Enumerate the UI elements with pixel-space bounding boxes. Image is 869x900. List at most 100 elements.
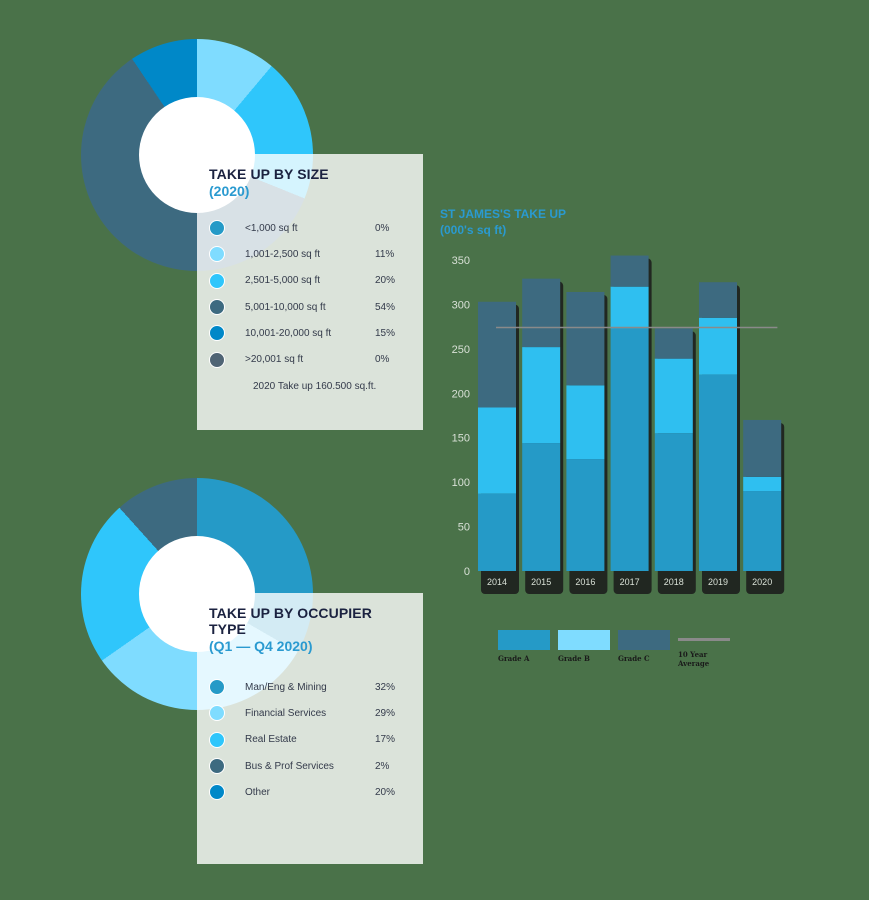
legend-dot-icon	[209, 705, 225, 722]
legend-swatch	[558, 630, 610, 650]
size-legend-list: <1,000 sq ft 0% 1,001-2,500 sq ft 11% 2,50…	[209, 215, 411, 373]
bar-segment-grade-c	[478, 301, 516, 408]
row-value: 0%	[375, 354, 390, 366]
bar-segment-grade-c	[743, 419, 782, 477]
x-tick-label: 2015	[531, 577, 551, 587]
legend-dot-icon	[209, 299, 225, 316]
legend-dot-icon	[209, 325, 225, 342]
row-value: 15%	[375, 327, 396, 339]
size-legend-row: 2,501-5,000 sq ft 20%	[209, 268, 411, 294]
bar-segment-grade-c	[610, 255, 649, 287]
bar-segment-grade-b	[654, 358, 693, 434]
legend-grade-c: Grade C	[618, 630, 678, 668]
chart-title-text: ST JAMES'S TAKE UP	[440, 207, 566, 221]
bar-segment-grade-c	[699, 282, 737, 318]
bar-segment-grade-a	[654, 433, 693, 571]
bar-segment-grade-a	[522, 443, 561, 571]
row-value: 2%	[375, 760, 390, 772]
legend-dot-icon	[209, 272, 225, 289]
y-tick-label: 350	[452, 255, 470, 267]
bar-segment-grade-b	[478, 407, 516, 494]
bar-chart-title: ST JAMES'S TAKE UP (000's sq ft)	[440, 206, 566, 238]
y-tick-label: 200	[452, 388, 470, 400]
bar-segment-grade-a	[566, 459, 605, 571]
legend-label: Grade A	[498, 654, 530, 663]
bar-segment-grade-b	[743, 476, 782, 492]
size-legend-row: 5,001-10,000 sq ft 54%	[209, 294, 411, 320]
occ-legend-row: Man/Eng & Mining 32%	[209, 674, 411, 700]
occ-legend-row: Financial Services 29%	[209, 700, 411, 726]
bar-segment-grade-c	[522, 278, 561, 348]
bar-segment-grade-b	[699, 317, 737, 375]
size-total-note: 2020 Take up 160.500 sq.ft.	[253, 380, 377, 392]
legend-line	[678, 638, 730, 641]
legend-dot-icon	[209, 758, 225, 775]
size-legend-row: 1,001-2,500 sq ft 11%	[209, 241, 411, 267]
row-label: Financial Services	[245, 707, 327, 719]
legend-dot-icon	[209, 246, 225, 263]
legend-10-year-average: 10 Year Average	[678, 630, 738, 668]
bar-segment-grade-b	[566, 385, 605, 460]
bar-segment-grade-a	[699, 374, 737, 571]
bar-segment-grade-c	[654, 328, 693, 359]
legend-label: Grade B	[558, 654, 590, 663]
size-legend-row: <1,000 sq ft 0%	[209, 215, 411, 241]
occ-legend-row: Bus & Prof Services 2%	[209, 753, 411, 779]
size-card-title: TAKE UP BY SIZE	[209, 166, 329, 182]
row-label: Other	[245, 786, 271, 798]
legend-dot-icon	[209, 731, 225, 748]
row-value: 20%	[375, 786, 396, 798]
y-tick-label: 250	[452, 344, 470, 356]
size-card-subtitle: (2020)	[209, 183, 250, 199]
row-label: Man/Eng & Mining	[245, 681, 327, 693]
y-tick-label: 100	[452, 477, 470, 489]
bar-segment-grade-a	[478, 493, 516, 571]
row-label: <1,000 sq ft	[245, 222, 298, 234]
row-label: 10,001-20,000 sq ft	[245, 327, 332, 339]
occ-card-title: TAKE UP BY OCCUPIER TYPE	[209, 605, 372, 637]
row-label: Bus & Prof Services	[245, 760, 334, 772]
x-tick-label: 2020	[752, 577, 772, 587]
row-value: 54%	[375, 301, 396, 313]
size-legend-row: 10,001-20,000 sq ft 15%	[209, 320, 411, 346]
take-up-by-size-card: TAKE UP BY SIZE (2020) <1,000 sq ft 0% 1,…	[197, 154, 423, 430]
row-label: Real Estate	[245, 734, 297, 746]
x-tick-label: 2014	[487, 577, 507, 587]
occ-legend-list: Man/Eng & Mining 32% Financial Services 29…	[209, 674, 411, 805]
y-tick-label: 50	[458, 522, 470, 534]
legend-label: 10 Year Average	[678, 650, 710, 668]
bar-segment-grade-b	[610, 286, 649, 329]
y-tick-label: 0	[464, 566, 470, 578]
bar-segment-grade-a	[743, 491, 782, 571]
row-label: 1,001-2,500 sq ft	[245, 248, 321, 260]
stacked-bar-chart: 0 50 100 150 200 250 300 350 2014 2015 2016 2017 201…	[452, 255, 785, 594]
row-label: 5,001-10,000 sq ft	[245, 301, 326, 313]
x-tick-label: 2019	[708, 577, 728, 587]
row-value: 11%	[375, 248, 395, 260]
x-tick-label: 2017	[620, 577, 640, 587]
bar-segment-grade-b	[522, 347, 561, 444]
row-value: 0%	[375, 222, 390, 234]
occ-legend-row: Other 20%	[209, 779, 411, 805]
legend-label: Grade C	[618, 654, 650, 663]
take-up-by-occupier-card: TAKE UP BY OCCUPIER TYPE (Q1 — Q4 2020) …	[197, 593, 423, 864]
legend-dot-icon	[209, 351, 225, 368]
legend-dot-icon	[209, 220, 225, 237]
x-tick-label: 2018	[664, 577, 684, 587]
y-tick-label: 300	[452, 299, 470, 311]
occ-legend-row: Real Estate 17%	[209, 727, 411, 753]
x-tick-label: 2016	[575, 577, 595, 587]
row-value: 29%	[375, 707, 396, 719]
bar-segment-grade-c	[566, 291, 605, 386]
row-value: 20%	[375, 275, 396, 287]
legend-swatch	[618, 630, 670, 650]
row-label: 2,501-5,000 sq ft	[245, 275, 321, 287]
occ-card-subtitle: (Q1 — Q4 2020)	[209, 638, 313, 654]
row-label: >20,001 sq ft	[245, 354, 304, 366]
legend-dot-icon	[209, 679, 225, 696]
legend-dot-icon	[209, 784, 225, 801]
legend-grade-a: Grade A	[498, 630, 558, 668]
bar-chart-legend: Grade A Grade B Grade C 10 Year Average	[498, 630, 738, 668]
row-value: 17%	[375, 734, 396, 746]
row-value: 32%	[375, 681, 396, 693]
